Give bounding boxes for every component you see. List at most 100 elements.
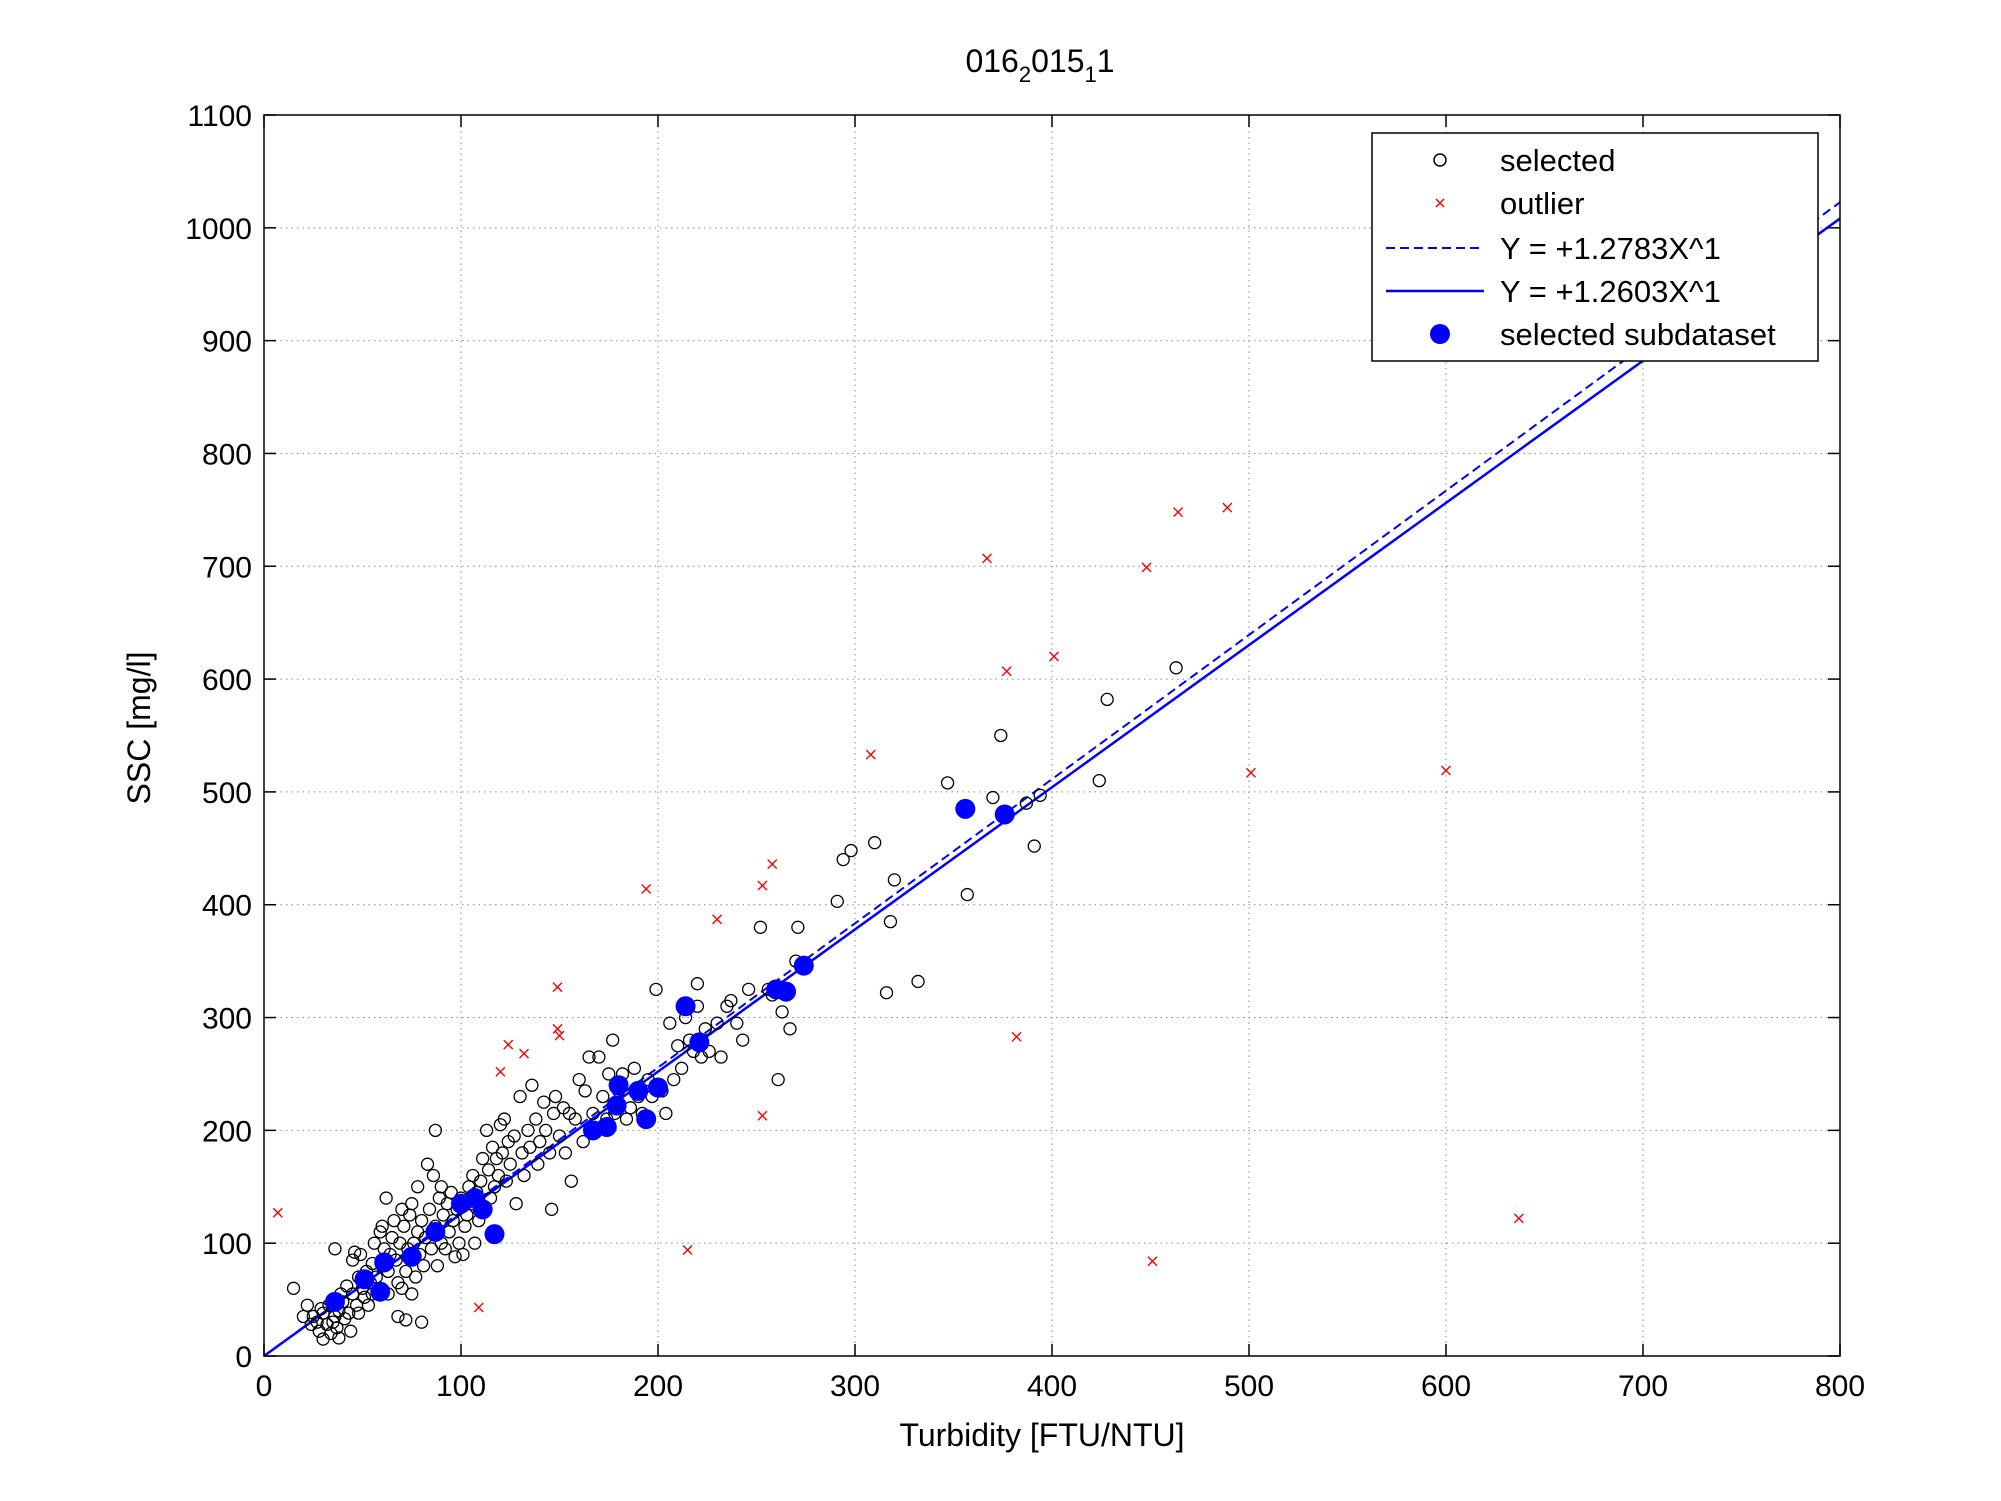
outlier-stroke: [552, 982, 563, 993]
outlier-stroke: [767, 859, 778, 870]
outlier-point: [865, 749, 876, 760]
selected-point: [674, 1061, 689, 1075]
selected-point: [521, 1123, 535, 1138]
outlier-point: [1141, 562, 1152, 573]
selected-point: [416, 1259, 431, 1273]
selected-point: [539, 1123, 553, 1138]
subdataset-point: [425, 1221, 446, 1242]
subdataset-point: [675, 996, 696, 1017]
outlier-point: [757, 1110, 768, 1121]
outlier-stroke: [1245, 767, 1256, 778]
outlier-stroke: [865, 749, 876, 760]
outlier-point: [503, 1039, 514, 1050]
selected-point: [576, 1134, 590, 1149]
outlier-stroke: [519, 1048, 530, 1059]
selected-point: [367, 1236, 381, 1250]
subdataset-point: [401, 1246, 422, 1267]
selected-point: [304, 1317, 318, 1332]
outlier-stroke: [1141, 562, 1152, 573]
selected-point: [347, 1245, 362, 1259]
selected-point: [659, 1106, 673, 1121]
selected-point: [986, 790, 1000, 805]
selected-point: [481, 1163, 496, 1177]
legend-label-outlier: outlier: [1500, 186, 1584, 221]
selected-point: [546, 1106, 561, 1121]
x-tick-label: 100: [436, 1370, 486, 1403]
outlier-point: [554, 1030, 565, 1041]
legend-label-fit-solid: Y = +1.2603X^1: [1500, 274, 1721, 309]
outlier-point: [981, 553, 992, 564]
legend-label-subdataset: selected subdataset: [1500, 317, 1776, 352]
axis-ticks: 0 100 200 300 400 500 600 700 800 0 100 200 300 400 50…: [185, 100, 1865, 1403]
x-tick-label: 0: [256, 1370, 273, 1403]
selected-point: [775, 1005, 789, 1019]
selected-point: [879, 986, 894, 1000]
selected-point: [844, 843, 858, 858]
subdataset-point: [994, 804, 1015, 825]
outlier-point: [1441, 765, 1451, 776]
selected-point: [353, 1247, 368, 1262]
selected-point: [592, 1050, 606, 1064]
y-tick-label: 700: [202, 551, 252, 584]
selected-point: [543, 1146, 557, 1160]
selected-point: [405, 1287, 419, 1301]
selected-point: [409, 1270, 423, 1284]
selected-point: [420, 1157, 435, 1171]
selected-point: [1100, 692, 1114, 707]
selected-point: [531, 1157, 545, 1171]
legend: selected outlier Y = +1.2783X^1 Y = +1.2…: [1371, 132, 1819, 362]
y-axis-label: SSC [mg/l]: [121, 652, 157, 805]
outlier-point: [272, 1207, 283, 1218]
selected-point: [887, 873, 902, 887]
selected-point: [1169, 661, 1183, 675]
legend-item-outlier: outlier: [1435, 186, 1584, 221]
outlier-point: [473, 1302, 484, 1313]
y-tick-label: 900: [202, 326, 252, 359]
selected-point: [428, 1123, 443, 1138]
subdataset-point: [606, 1095, 627, 1116]
x-axis-label: Turbidity [FTU/NTU]: [899, 1417, 1184, 1453]
outlier-stroke: [554, 1030, 565, 1041]
selected-point: [448, 1250, 462, 1264]
outlier-stroke: [1173, 507, 1184, 518]
x-tick-label: 700: [1618, 1370, 1668, 1403]
outlier-stroke: [757, 1110, 768, 1121]
outlier-stroke: [473, 1302, 484, 1313]
outlier-point: [1222, 502, 1233, 513]
legend-item-subdataset: selected subdataset: [1430, 317, 1776, 352]
grid-lines: [264, 115, 1840, 1356]
outlier-point: [1048, 651, 1059, 662]
selected-point: [578, 1084, 592, 1098]
y-tick-label: 600: [202, 664, 252, 697]
outlier-point: [1147, 1256, 1158, 1267]
selected-point: [328, 1242, 342, 1256]
selected-point: [430, 1259, 445, 1273]
selected-point: [582, 1050, 596, 1064]
selected-point: [499, 1174, 513, 1188]
selected-point: [724, 993, 738, 1008]
selected-point: [736, 1033, 750, 1047]
outlier-stroke: [981, 553, 992, 564]
outlier-point: [641, 883, 652, 894]
fit-line-solid: [264, 217, 1840, 1356]
selected-point: [300, 1298, 314, 1312]
selected-point: [548, 1089, 563, 1104]
selected-point: [667, 1072, 681, 1087]
title-part-1: 016: [965, 43, 1018, 79]
selected-point: [330, 1321, 344, 1335]
selected-point: [671, 1039, 685, 1053]
selected-point: [710, 1016, 724, 1030]
subdataset-point: [689, 1032, 710, 1053]
outlier-stroke: [1441, 765, 1451, 776]
selected-point: [476, 1151, 490, 1166]
selected-point: [351, 1306, 366, 1320]
outlier-stroke: [503, 1039, 514, 1050]
selected-point: [1027, 839, 1041, 853]
selected-point: [399, 1264, 413, 1279]
outlier-point: [682, 1244, 693, 1255]
outlier-stroke: [641, 883, 652, 894]
selected-point: [663, 1016, 677, 1030]
chart-title: 016201511: [965, 43, 1114, 87]
y-tick-label: 1100: [187, 100, 252, 133]
y-tick-label: 100: [202, 1228, 252, 1261]
